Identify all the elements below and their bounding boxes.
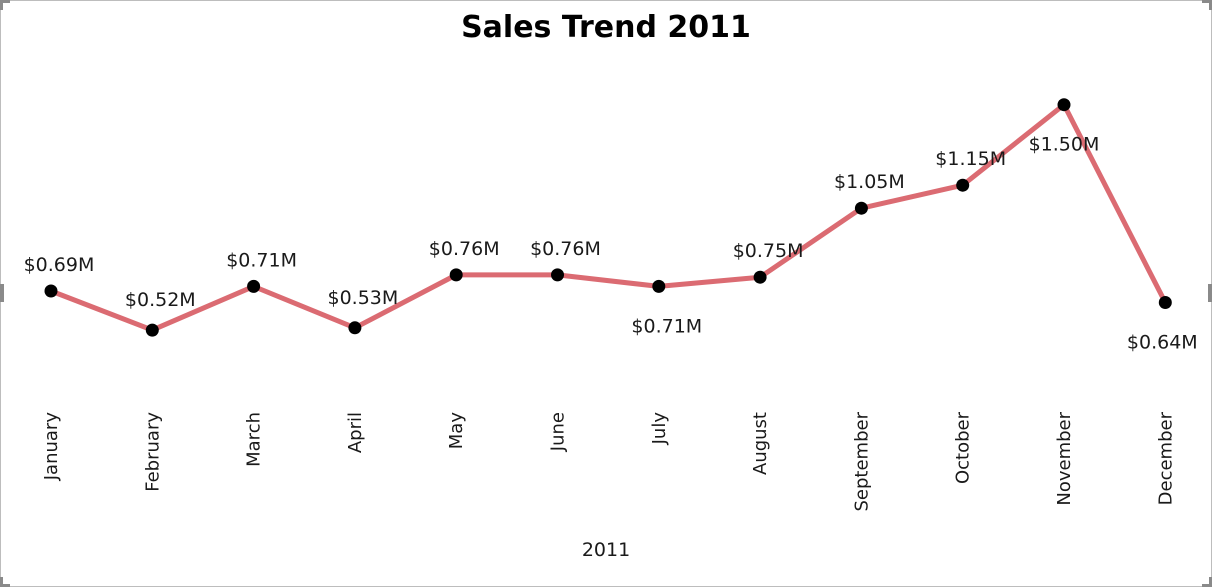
data-point[interactable] bbox=[247, 279, 261, 293]
chart-title: Sales Trend 2011 bbox=[461, 10, 751, 45]
x-tick-label: February bbox=[142, 412, 163, 492]
data-label: $0.71M bbox=[226, 249, 297, 271]
data-point[interactable] bbox=[44, 284, 58, 298]
x-tick-label: June bbox=[548, 412, 569, 452]
resize-handle-bottom-right[interactable] bbox=[1202, 577, 1212, 587]
data-label: $1.50M bbox=[1029, 134, 1100, 156]
data-point[interactable] bbox=[652, 279, 666, 293]
x-tick-label: January bbox=[41, 412, 62, 482]
data-point[interactable] bbox=[145, 323, 159, 337]
x-tick-label: September bbox=[851, 411, 872, 511]
data-point[interactable] bbox=[753, 270, 767, 284]
data-label: $0.52M bbox=[125, 289, 196, 311]
data-label: $0.69M bbox=[24, 254, 95, 276]
x-tick-label: April bbox=[345, 412, 366, 453]
data-label: $0.76M bbox=[530, 238, 601, 260]
x-tick-label: August bbox=[750, 412, 771, 475]
data-point[interactable] bbox=[1057, 98, 1071, 112]
data-point[interactable] bbox=[956, 178, 970, 192]
resize-handle-top-left[interactable] bbox=[0, 0, 10, 10]
data-label: $1.05M bbox=[834, 171, 905, 193]
series-line bbox=[48, 102, 1168, 333]
x-tick-label: December bbox=[1155, 411, 1176, 505]
data-label: $0.76M bbox=[429, 238, 500, 260]
data-point[interactable] bbox=[348, 321, 362, 335]
resize-handle-top-right[interactable] bbox=[1202, 0, 1212, 10]
x-tick-label: March bbox=[244, 412, 265, 467]
series-layer: $0.69M $0.52M $0.71M $0.53M $0.76M $0.76M $0.7… bbox=[24, 98, 1198, 354]
x-tick-label: November bbox=[1054, 411, 1075, 505]
x-axis-ticks: January February March April May June July Augu… bbox=[41, 411, 1176, 511]
x-tick-label: July bbox=[649, 412, 670, 446]
data-point[interactable] bbox=[1158, 296, 1172, 309]
resize-handle-bottom-left[interactable] bbox=[0, 577, 10, 587]
data-label: $0.64M bbox=[1127, 332, 1198, 354]
data-label: $1.15M bbox=[935, 148, 1006, 170]
resize-handle-left[interactable] bbox=[0, 284, 4, 302]
data-label: $0.53M bbox=[328, 287, 399, 309]
resize-handle-right[interactable] bbox=[1208, 284, 1212, 302]
data-label: $0.71M bbox=[631, 315, 702, 337]
data-point[interactable] bbox=[449, 268, 463, 282]
data-label: $0.75M bbox=[733, 240, 804, 262]
data-point[interactable] bbox=[551, 268, 564, 282]
x-axis-title: 2011 bbox=[582, 539, 630, 561]
x-tick-label: October bbox=[953, 411, 974, 484]
x-tick-label: May bbox=[446, 412, 467, 450]
data-point[interactable] bbox=[854, 201, 868, 215]
